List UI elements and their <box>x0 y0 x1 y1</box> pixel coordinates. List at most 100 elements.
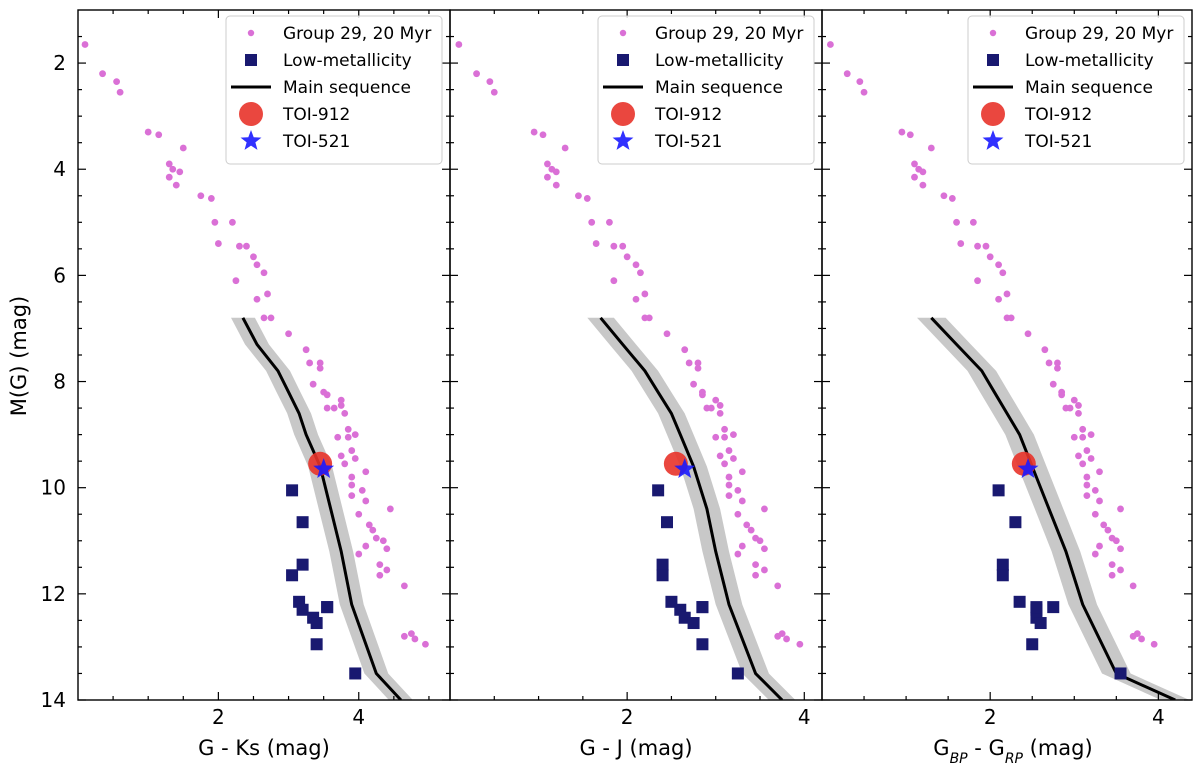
group29-point <box>725 473 733 481</box>
group29-point <box>539 131 547 139</box>
group29-point <box>232 277 240 285</box>
low-metallicity-point <box>310 617 323 630</box>
group29-point <box>355 550 363 558</box>
group29-point <box>641 314 649 322</box>
legend-label: Low-metallicity <box>655 51 784 71</box>
group29-point <box>860 88 868 96</box>
legend-label: Main sequence <box>655 78 783 98</box>
legend: Group 29, 20 Myr Low-metallicity Main sequ… <box>225 15 443 165</box>
y-axis-label-group: M(G) (mag) <box>7 296 31 417</box>
group29-point <box>1054 364 1061 372</box>
group29-point <box>1117 505 1124 513</box>
group29-point <box>490 88 498 96</box>
group29-point <box>1117 566 1124 574</box>
group29-point <box>827 41 834 48</box>
group29-point <box>756 537 764 545</box>
low-metallicity-point <box>696 638 709 651</box>
group29-point <box>738 497 746 505</box>
group29-point <box>774 632 782 640</box>
legend-lowmet-icon <box>987 54 999 66</box>
group29-point <box>348 473 356 481</box>
group29-point <box>721 425 728 433</box>
main-sequence-band <box>231 317 413 700</box>
legend-label: Main sequence <box>1025 78 1153 98</box>
group29-point <box>1075 409 1082 417</box>
group29-point <box>250 253 257 261</box>
group29-point <box>455 41 463 48</box>
group29-point <box>369 526 377 534</box>
group29-point <box>1129 632 1137 640</box>
x-tick-label: 2 <box>621 705 634 729</box>
legend-box <box>967 15 1185 165</box>
low-metallicity-point <box>349 667 362 680</box>
low-metallicity-point <box>1047 601 1060 614</box>
group29-point <box>1079 425 1087 433</box>
group29-point <box>1087 455 1095 462</box>
toi-521-marker <box>313 458 335 479</box>
group29-point <box>1091 486 1099 494</box>
group29-point <box>1058 391 1066 399</box>
group29-point <box>214 240 222 247</box>
group29-point <box>264 290 271 298</box>
group29-point <box>995 261 1002 269</box>
y-tick-label: 12 <box>41 582 66 606</box>
group29-point <box>999 269 1007 277</box>
group29-point <box>1003 314 1011 322</box>
legend-label: Main sequence <box>283 78 411 98</box>
group29-point <box>619 242 627 250</box>
group29-point <box>207 195 215 202</box>
group29-point <box>974 242 981 250</box>
group29-point <box>694 364 702 372</box>
group29-point <box>316 359 324 367</box>
group29-point <box>681 346 689 354</box>
legend-label: Group 29, 20 Myr <box>1025 24 1173 44</box>
group29-point <box>1100 521 1108 529</box>
group29-point <box>229 218 236 226</box>
group29-point <box>623 253 631 261</box>
plot-area <box>827 41 1190 700</box>
group29-point <box>169 165 177 173</box>
group29-point <box>919 168 927 176</box>
low-metallicity-point <box>696 601 709 614</box>
group29-point <box>323 404 331 412</box>
group29-point <box>588 218 596 226</box>
group29-point <box>348 492 356 500</box>
group29-point <box>1041 346 1049 354</box>
group29-point <box>906 131 914 139</box>
group29-point <box>974 277 981 285</box>
group29-point <box>995 295 1002 303</box>
group29-point <box>552 181 560 189</box>
group29-point <box>940 192 948 200</box>
low-metallicity-point <box>656 558 669 571</box>
x-axis-label-part: G <box>933 736 949 760</box>
legend-label: Low-metallicity <box>283 51 412 71</box>
group29-point <box>334 433 342 441</box>
group29-point <box>544 173 551 181</box>
group29-point <box>379 537 387 545</box>
legend-label: TOI-912 <box>1024 105 1092 125</box>
panel-3: 2 4 GBP - GRP (mag) Group 29, 20 Myr Low-met… <box>821 9 1193 767</box>
x-tick-label: 4 <box>1152 705 1165 729</box>
group29-point <box>734 510 742 518</box>
legend-group29-icon <box>989 29 997 37</box>
y-tick-label: 4 <box>53 157 66 181</box>
group29-point <box>351 455 359 462</box>
legend-group29-icon <box>247 29 255 37</box>
group29-point <box>898 128 906 136</box>
group29-point <box>362 497 370 505</box>
group29-point <box>610 242 618 250</box>
x-axis-label: G - Ks (mag) <box>198 736 330 760</box>
x-axis-label-part: G - Ks (mag) <box>198 736 330 760</box>
group29-point <box>685 359 693 367</box>
low-metallicity-point <box>992 484 1005 497</box>
group29-point <box>351 431 359 439</box>
group29-point <box>919 181 927 189</box>
group29-point <box>761 566 768 574</box>
group29-point <box>610 277 618 285</box>
x-tick-label: 2 <box>984 705 997 729</box>
group29-point <box>316 364 324 372</box>
low-metallicity-point <box>1034 617 1047 630</box>
low-metallicity-point <box>661 516 673 529</box>
legend-label: TOI-521 <box>1024 132 1092 152</box>
